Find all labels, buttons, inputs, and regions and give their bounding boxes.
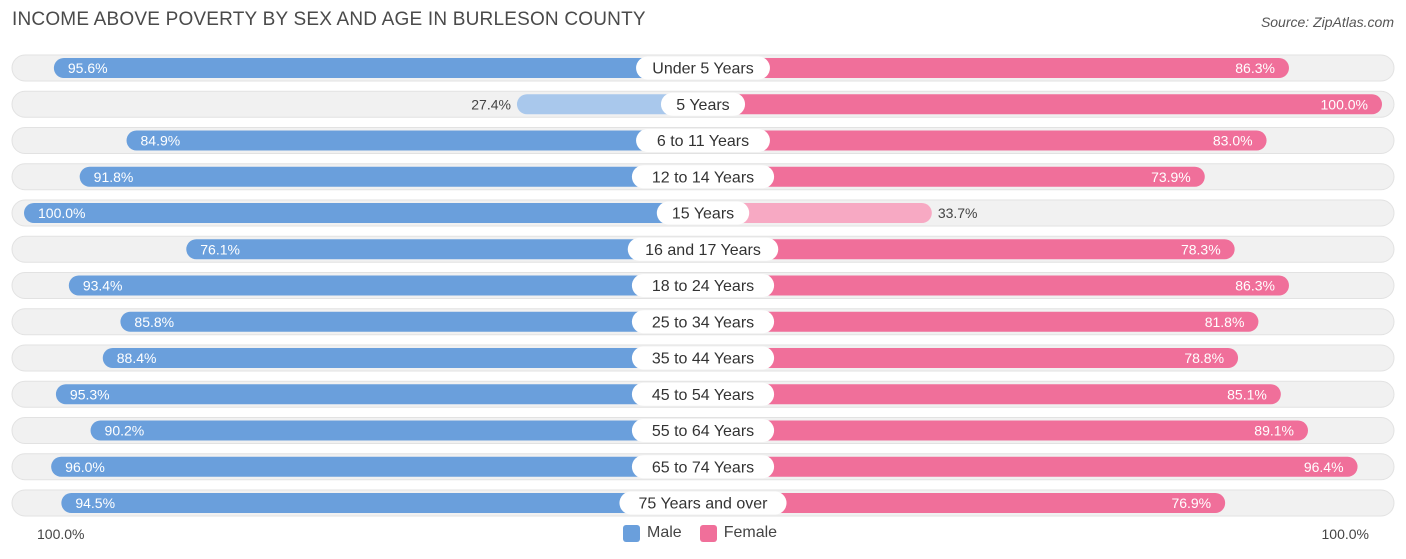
bar-chart: 95.6% 86.3% Under 5 Years 27.4% 100.0% 5 Year…: [11, 54, 1395, 517]
female-bar: [703, 58, 1289, 78]
female-value-label: 83.0%: [1213, 133, 1253, 149]
male-value-label: 95.3%: [70, 386, 110, 402]
category-label-background: [627, 237, 779, 261]
category-label: 65 to 74 Years: [652, 459, 754, 476]
category-label: 12 to 14 Years: [652, 169, 754, 186]
male-bar: [61, 493, 704, 513]
male-value-label: 91.8%: [94, 169, 134, 185]
category-label-background: [631, 274, 775, 297]
male-value-label: 100.0%: [38, 205, 85, 221]
category-label-background: [636, 129, 770, 152]
category-label: 16 and 17 Years: [645, 242, 761, 259]
category-label-background: [619, 491, 787, 515]
female-value-label: 81.8%: [1205, 314, 1245, 330]
category-label: 75 Years and over: [639, 496, 769, 513]
category-label: 18 to 24 Years: [652, 278, 754, 295]
female-bar: [703, 94, 1382, 115]
male-value-label: 88.4%: [117, 350, 157, 366]
female-value-label: 86.3%: [1235, 60, 1275, 76]
category-label-background: [656, 201, 750, 225]
female-value-label: 85.1%: [1227, 386, 1267, 402]
male-value-label: 85.8%: [134, 314, 174, 330]
female-bar: [703, 420, 1308, 441]
male-bar: [120, 311, 704, 332]
male-bar: [24, 203, 703, 223]
female-value-label: 33.7%: [938, 205, 978, 221]
category-label: 6 to 11 Years: [657, 133, 749, 150]
female-bar: [703, 166, 1205, 187]
male-value-label: 94.5%: [75, 495, 115, 511]
male-value-label: 96.0%: [65, 459, 105, 475]
category-label: 25 to 34 Years: [652, 314, 754, 331]
male-bar: [102, 348, 704, 368]
female-value-label: 76.9%: [1171, 495, 1211, 511]
category-label-background: [631, 165, 775, 189]
category-label-background: [636, 56, 770, 80]
category-label-background: [660, 92, 746, 116]
category-label: 5 Years: [676, 97, 729, 114]
female-bar: [703, 203, 932, 223]
female-value-label: 96.4%: [1304, 459, 1344, 475]
category-label: 35 to 44 Years: [652, 351, 754, 368]
legend-swatch-female: [699, 524, 717, 542]
category-label: 55 to 64 Years: [652, 423, 754, 440]
source-label: Source: ZipAtlas.com: [1260, 14, 1394, 30]
category-label-background: [631, 310, 775, 334]
female-bar: [703, 348, 1239, 368]
male-bar: [55, 384, 703, 405]
legend-label-female: Female: [723, 524, 778, 541]
male-bar: [53, 58, 704, 78]
male-bar: [90, 420, 704, 441]
male-value-label: 95.6%: [68, 60, 108, 76]
male-value-label: 93.4%: [83, 278, 123, 294]
legend-swatch-male: [623, 524, 640, 542]
category-label-background: [631, 382, 775, 406]
male-bar: [79, 166, 704, 187]
category-label-background: [631, 346, 775, 370]
male-bar: [516, 94, 703, 115]
legend-label-male: Male: [647, 524, 682, 541]
category-label: Under 5 Years: [652, 61, 753, 78]
female-bar: [703, 130, 1267, 151]
male-bar: [68, 275, 703, 296]
female-bar: [703, 384, 1281, 405]
axis-right-label: 100.0%: [1321, 526, 1369, 542]
male-bar: [126, 130, 704, 151]
female-bar: [703, 239, 1235, 260]
female-bar: [703, 493, 1226, 513]
category-label-background: [631, 455, 775, 479]
legend: Male Female: [623, 524, 795, 542]
female-value-label: 89.1%: [1254, 423, 1294, 439]
female-bar: [703, 311, 1259, 332]
chart-title: INCOME ABOVE POVERTY BY SEX AND AGE IN B…: [12, 9, 646, 30]
male-value-label: 76.1%: [200, 241, 240, 257]
female-bar: [703, 456, 1358, 477]
female-value-label: 78.8%: [1184, 350, 1224, 366]
category-label: 45 to 54 Years: [652, 387, 754, 404]
female-value-label: 100.0%: [1321, 96, 1368, 112]
male-bar: [51, 456, 704, 477]
category-label-background: [631, 419, 775, 442]
female-value-label: 86.3%: [1235, 278, 1275, 294]
female-value-label: 73.9%: [1151, 169, 1191, 185]
male-value-label: 27.4%: [471, 96, 511, 112]
axis-left-label: 100.0%: [37, 526, 85, 542]
male-value-label: 90.2%: [105, 423, 145, 439]
male-value-label: 84.9%: [141, 133, 181, 149]
legend-item-male: Male: [623, 524, 682, 542]
male-bar: [186, 239, 703, 260]
female-bar: [703, 275, 1289, 296]
category-label: 15 Years: [672, 206, 734, 223]
legend-item-female: Female: [699, 524, 778, 542]
female-value-label: 78.3%: [1181, 241, 1221, 257]
